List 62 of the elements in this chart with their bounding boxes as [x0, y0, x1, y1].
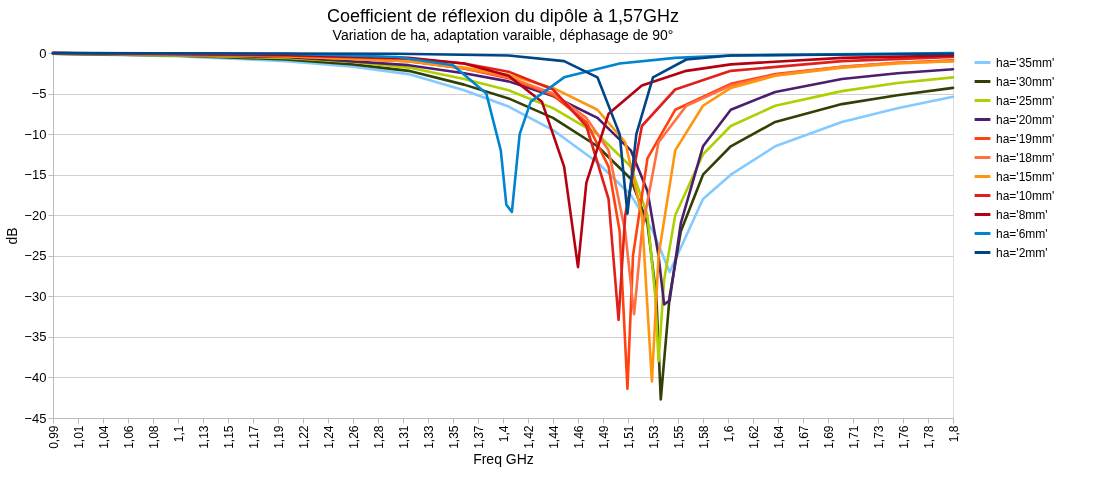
- legend-label: ha='19mm': [996, 131, 1055, 146]
- legend-label: ha='10mm': [996, 188, 1055, 203]
- legend-label: ha='2mm': [996, 245, 1048, 260]
- y-tick-label: −20: [24, 207, 47, 223]
- x-tick-label: 1,64: [771, 425, 786, 449]
- y-tick-label: −25: [24, 248, 47, 264]
- legend-label: ha='20mm': [996, 112, 1055, 127]
- y-axis-title: dB: [4, 227, 21, 245]
- x-tick-label: 1,37: [471, 425, 486, 449]
- y-tick-label: −5: [31, 86, 47, 102]
- chart-title: Coefficient de réflexion du dipôle à 1,57GHz: [327, 6, 679, 26]
- x-tick-label: 1,55: [671, 425, 686, 449]
- x-tick-label: 1,4: [496, 425, 511, 443]
- y-tick-label: −40: [24, 369, 47, 385]
- y-tick-label: −35: [24, 329, 47, 345]
- y-tick-label: −45: [24, 410, 47, 426]
- x-tick-label: 1,58: [696, 425, 711, 449]
- x-tick-label: 1,53: [646, 425, 661, 449]
- x-tick-label: 1,78: [921, 425, 936, 449]
- x-tick-label: 1,08: [146, 425, 161, 449]
- x-tick-label: 1,46: [571, 425, 586, 449]
- y-tick-label: 0: [39, 45, 47, 61]
- chart-subtitle: Variation de ha, adaptation varaible, déphasage de 90°: [332, 27, 674, 43]
- x-tick-label: 1,17: [246, 425, 261, 449]
- legend-label: ha='25mm': [996, 93, 1055, 108]
- x-tick-label: 1,06: [121, 425, 136, 449]
- x-tick-label: 1,04: [96, 425, 111, 449]
- x-tick-label: 1,69: [821, 425, 836, 449]
- x-tick-label: 1,35: [446, 425, 461, 449]
- x-tick-label: 1,33: [421, 425, 436, 449]
- y-tick-label: −15: [24, 167, 47, 183]
- x-tick-label: 1,76: [896, 425, 911, 449]
- legend-label: ha='30mm': [996, 74, 1055, 89]
- x-tick-label: 1,19: [271, 425, 286, 449]
- y-tick-label: −10: [24, 126, 47, 142]
- x-tick-label: 1,15: [221, 425, 236, 449]
- x-tick-label: 1,28: [371, 425, 386, 449]
- x-tick-label: 1,67: [796, 425, 811, 449]
- x-tick-label: 1,8: [946, 425, 961, 443]
- x-tick-label: 1,22: [296, 425, 311, 449]
- x-tick-label: 1,51: [621, 425, 636, 449]
- y-tick-label: −30: [24, 288, 47, 304]
- x-tick-label: 1,44: [546, 425, 561, 449]
- x-tick-label: 1,01: [71, 425, 86, 449]
- legend-label: ha='18mm': [996, 150, 1055, 165]
- x-tick-label: 1,42: [521, 425, 536, 449]
- x-axis-title: Freq GHz: [473, 450, 534, 467]
- x-tick-label: 1,31: [396, 425, 411, 449]
- legend-label: ha='35mm': [996, 55, 1055, 70]
- x-tick-label: 1,6: [721, 425, 736, 443]
- x-tick-label: 1,62: [746, 425, 761, 449]
- legend-label: ha='6mm': [996, 226, 1048, 241]
- legend-label: ha='8mm': [996, 207, 1048, 222]
- x-tick-label: 1,49: [596, 425, 611, 449]
- x-tick-label: 1,13: [196, 425, 211, 449]
- legend-label: ha='15mm': [996, 169, 1055, 184]
- x-tick-label: 0,99: [46, 425, 61, 449]
- x-tick-label: 1,71: [846, 425, 861, 449]
- x-tick-label: 1,1: [171, 425, 186, 443]
- x-tick-label: 1,26: [346, 425, 361, 449]
- x-tick-label: 1,24: [321, 425, 336, 449]
- x-tick-label: 1,73: [871, 425, 886, 449]
